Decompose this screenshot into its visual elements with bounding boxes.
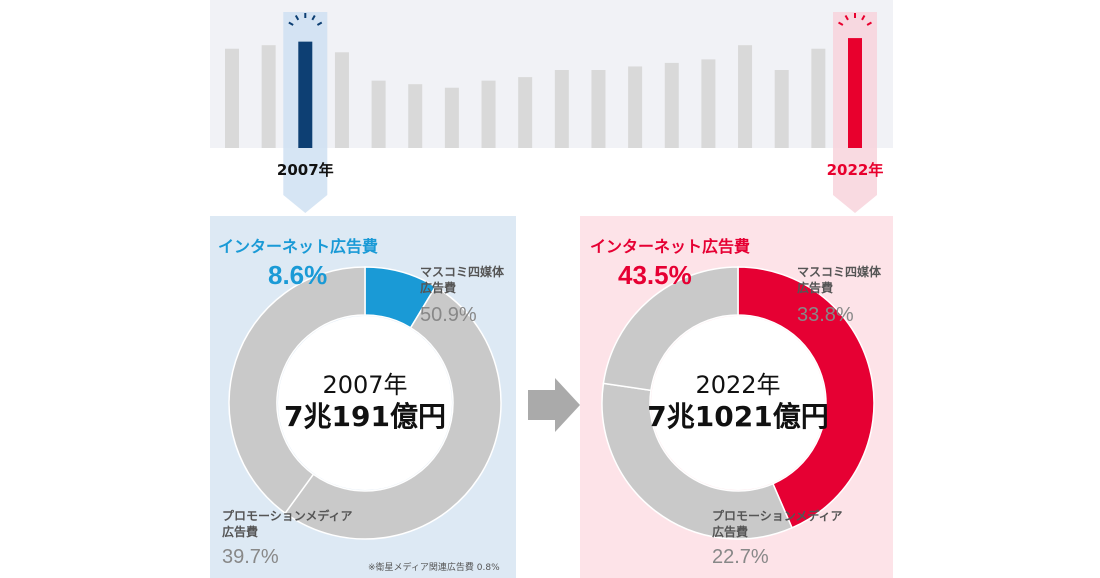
footnote: ※衛星メディア関連広告費 0.8% (368, 563, 500, 573)
panel-title: インターネット広告費 (218, 237, 379, 256)
bar (628, 66, 643, 148)
bar (408, 84, 423, 148)
sparkle (861, 15, 866, 21)
donut-segment (601, 382, 793, 540)
legend-label: プロモーションメディア広告費 (712, 509, 843, 539)
sparkle (866, 21, 872, 26)
center-title: 2007年 (322, 371, 408, 399)
bar (701, 59, 716, 149)
bar (591, 70, 606, 148)
x-tick-label: 2007年 (277, 161, 334, 179)
x-tick-label: 2022年 (827, 161, 884, 179)
value-label: 43.5% (618, 260, 692, 290)
panel-title: インターネット広告費 (590, 237, 751, 256)
value-label: 50.9% (420, 304, 477, 326)
center-value: 7兆1021億円 (647, 400, 829, 433)
sparkle (311, 15, 316, 21)
legend-label: マスコミ四媒体広告費 (797, 265, 882, 295)
bar (261, 45, 276, 148)
center-title: 2022年 (695, 371, 781, 399)
bar (774, 70, 789, 148)
legend-label: プロモーションメディア広告費 (222, 509, 353, 539)
donut-hole (651, 316, 825, 490)
bar (225, 48, 239, 148)
bar (554, 70, 569, 148)
bar (371, 80, 386, 148)
bar (334, 52, 349, 148)
donut-segment (737, 266, 875, 529)
bar (848, 38, 862, 148)
bar (481, 80, 496, 148)
bar (738, 45, 753, 148)
center-value: 7兆191億円 (284, 400, 446, 433)
donut-segment (602, 266, 739, 392)
donut-segment (228, 266, 366, 515)
bar (664, 62, 679, 149)
arrow (528, 378, 580, 432)
value-label: 8.6% (268, 260, 328, 290)
bar (811, 48, 826, 148)
sparkle (844, 15, 849, 21)
bar (444, 87, 459, 148)
value-label: 33.8% (797, 304, 854, 326)
sparkle (288, 21, 294, 26)
sparkle (316, 21, 323, 26)
donut-hole (278, 316, 452, 490)
donut-segment (284, 285, 502, 540)
bar (298, 41, 313, 148)
value-label: 39.7% (222, 546, 279, 568)
sparkle (838, 21, 844, 26)
value-label: 22.7% (712, 546, 769, 568)
bar (518, 77, 533, 148)
sparkle (294, 15, 300, 21)
legend-label: マスコミ四媒体広告費 (420, 265, 505, 295)
